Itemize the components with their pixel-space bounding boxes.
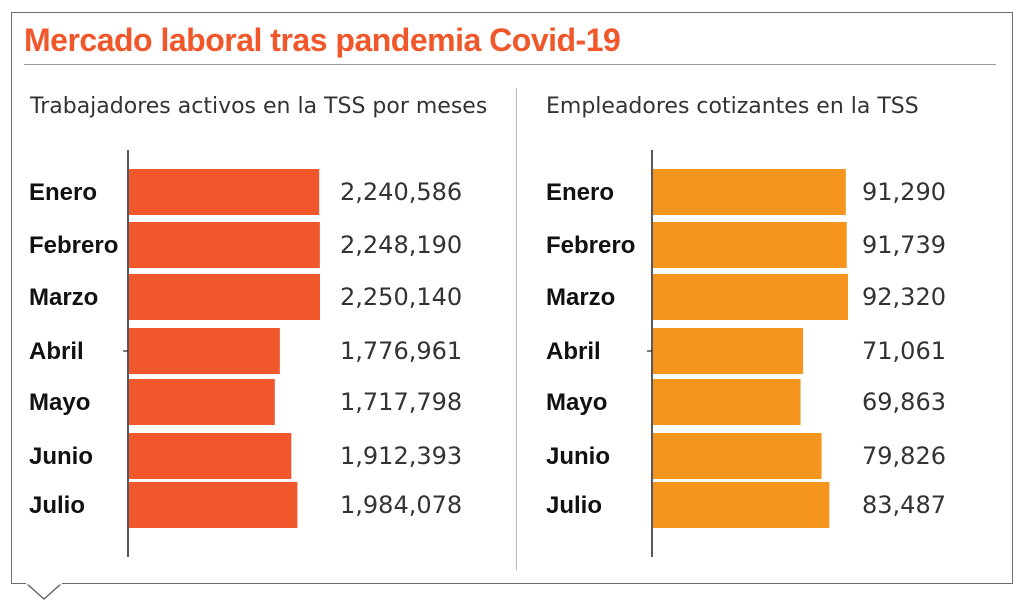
value-label: 91,739 bbox=[862, 231, 946, 259]
value-label: 1,717,798 bbox=[340, 388, 462, 416]
value-label: 1,984,078 bbox=[340, 491, 462, 519]
value-label: 1,912,393 bbox=[340, 442, 462, 470]
right-chart-title: Empleadores cotizantes en la TSS bbox=[546, 94, 919, 119]
category-label: Abril bbox=[29, 338, 84, 365]
bar bbox=[653, 222, 847, 268]
category-label: Febrero bbox=[546, 232, 635, 259]
bar bbox=[653, 328, 804, 374]
value-label: 71,061 bbox=[862, 337, 946, 365]
category-label: Marzo bbox=[29, 284, 98, 311]
bar bbox=[129, 274, 320, 320]
category-label: Mayo bbox=[29, 389, 90, 416]
category-label: Julio bbox=[546, 492, 602, 519]
bar bbox=[129, 169, 320, 215]
category-label: Abril bbox=[546, 338, 601, 365]
bar bbox=[129, 482, 298, 528]
bar bbox=[653, 379, 801, 425]
bar bbox=[129, 433, 292, 479]
category-label: Junio bbox=[29, 443, 93, 470]
page-title: Mercado laboral tras pandemia Covid-19 bbox=[24, 22, 621, 58]
bar bbox=[653, 482, 830, 528]
value-label: 2,240,586 bbox=[340, 178, 462, 206]
left-chart-title: Trabajadores activos en la TSS por meses bbox=[30, 94, 488, 119]
title-divider bbox=[24, 64, 996, 65]
category-label: Enero bbox=[29, 179, 97, 206]
bar bbox=[653, 274, 848, 320]
value-label: 2,248,190 bbox=[340, 231, 462, 259]
callout-pointer bbox=[26, 582, 62, 600]
bar bbox=[129, 328, 280, 374]
category-label: Enero bbox=[546, 179, 614, 206]
value-label: 83,487 bbox=[862, 491, 946, 519]
value-label: 69,863 bbox=[862, 388, 946, 416]
bar bbox=[653, 433, 822, 479]
category-label: Mayo bbox=[546, 389, 607, 416]
value-label: 92,320 bbox=[862, 283, 946, 311]
category-label: Febrero bbox=[29, 232, 118, 259]
panel-separator bbox=[516, 88, 517, 570]
value-label: 91,290 bbox=[862, 178, 946, 206]
left-bar-chart: Enero 2,240,586 Febrero 2,248,190 Marzo 2,250… bbox=[29, 150, 462, 557]
bar bbox=[129, 222, 320, 268]
category-label: Marzo bbox=[546, 284, 615, 311]
value-label: 1,776,961 bbox=[340, 337, 462, 365]
value-label: 79,826 bbox=[862, 442, 946, 470]
bar bbox=[653, 169, 846, 215]
category-label: Junio bbox=[546, 443, 610, 470]
value-label: 2,250,140 bbox=[340, 283, 462, 311]
category-label: Julio bbox=[29, 492, 85, 519]
bar bbox=[129, 379, 275, 425]
